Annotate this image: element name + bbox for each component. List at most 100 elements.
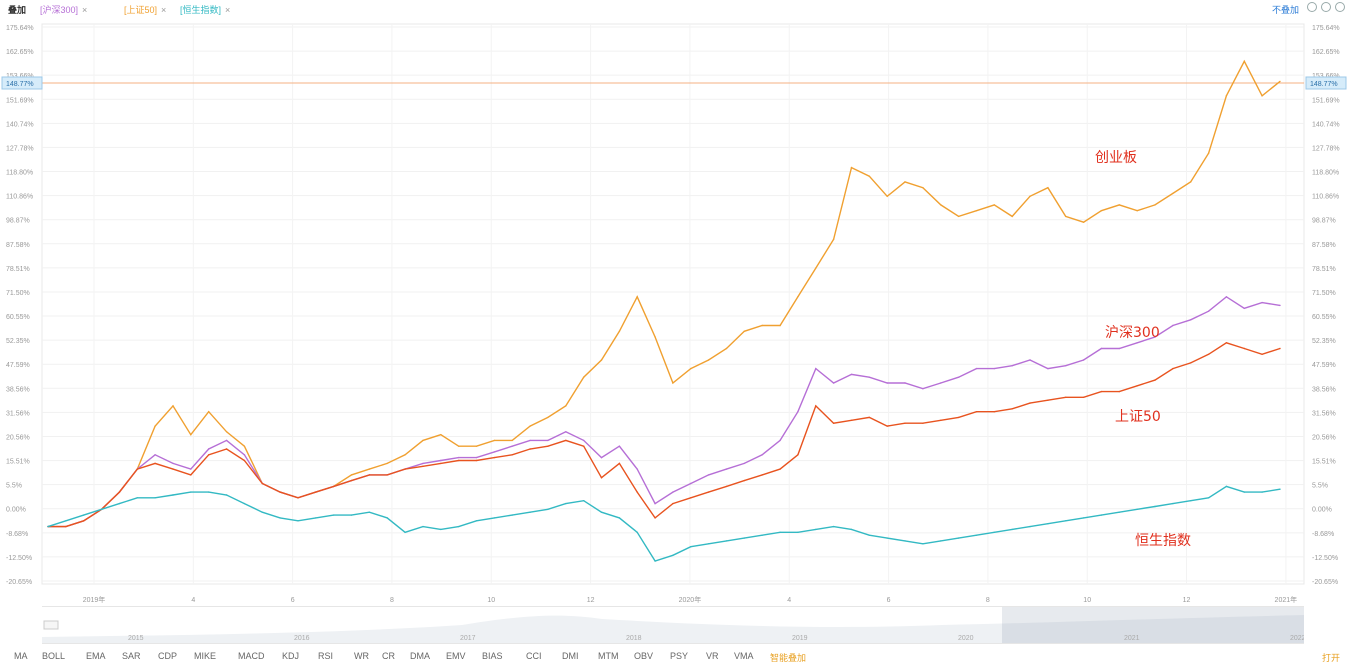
indicator-rsi[interactable]: RSI — [318, 651, 334, 661]
data-point — [618, 462, 621, 465]
data-point — [654, 517, 656, 519]
data-point — [1136, 210, 1138, 212]
data-point — [404, 468, 406, 470]
data-point — [1225, 485, 1228, 488]
data-point — [1047, 187, 1049, 189]
comparison-chart[interactable]: 175.64%175.64%162.65%162.65%153.66%153.6… — [0, 0, 1350, 646]
y-tick-label-left: 71.50% — [6, 290, 30, 297]
compare-item-hsi[interactable]: [恒生指数] × — [180, 5, 231, 15]
y-tick-label-left: -20.65% — [6, 579, 32, 586]
data-point — [797, 531, 799, 533]
x-tick-label: 12 — [587, 597, 595, 604]
data-point — [993, 204, 995, 206]
data-point — [368, 511, 371, 513]
indicator-dma[interactable]: DMA — [410, 651, 430, 661]
y-tick-label-left: 31.56% — [6, 410, 30, 417]
x-tick-label: 8 — [986, 597, 990, 604]
data-point — [1100, 347, 1103, 350]
indicator-vma[interactable]: VMA — [734, 651, 754, 661]
indicator-smart-overlay[interactable]: 智能叠加 — [770, 653, 807, 663]
data-point — [904, 422, 906, 424]
data-point — [940, 382, 942, 384]
navigator-area[interactable]: 2015 2016 2017 2018 2019 2020 2021 2022 — [42, 607, 1306, 643]
indicator-wr[interactable]: WR — [354, 651, 369, 661]
open-button[interactable]: 打开 — [1322, 653, 1341, 663]
data-point — [1243, 307, 1246, 309]
data-point — [636, 468, 638, 470]
data-point — [529, 439, 531, 442]
indicator-cr[interactable]: CR — [382, 651, 395, 661]
indicator-psy[interactable]: PSY — [670, 651, 689, 661]
data-point — [672, 491, 674, 493]
close-icon[interactable]: × — [161, 5, 167, 15]
data-point — [386, 462, 388, 465]
data-point — [1082, 396, 1085, 398]
indicator-ma[interactable]: MA — [14, 651, 28, 661]
indicator-emv[interactable]: EMV — [446, 651, 466, 661]
close-icon[interactable]: × — [225, 5, 231, 15]
indicator-cci[interactable]: CCI — [526, 651, 542, 661]
data-point — [225, 439, 228, 442]
data-point — [904, 382, 906, 384]
indicator-mtm[interactable]: MTM — [598, 651, 619, 661]
indicator-bias[interactable]: BIAS — [482, 651, 503, 661]
data-point — [511, 439, 513, 442]
indicator-mike[interactable]: MIKE — [194, 651, 217, 661]
data-point — [1029, 359, 1031, 361]
y-tick-label-left: -8.68% — [6, 531, 28, 538]
x-tick-label: 2021年 — [1275, 595, 1298, 604]
x-tick-label: 4 — [191, 597, 195, 604]
data-point — [315, 517, 317, 519]
overlay-label[interactable]: 叠加 — [8, 5, 27, 15]
undo-icon[interactable] — [1307, 2, 1317, 12]
indicator-boll[interactable]: BOLL — [42, 651, 66, 661]
data-point — [975, 534, 978, 536]
data-point — [529, 511, 531, 513]
data-point — [957, 215, 960, 218]
y-tick-label-right: 15.51% — [1312, 459, 1336, 466]
data-point — [922, 422, 924, 424]
data-point — [1172, 502, 1174, 505]
data-point — [1154, 505, 1156, 508]
data-point — [1118, 390, 1121, 393]
data-point — [368, 474, 371, 476]
indicator-cdp[interactable]: CDP — [158, 651, 178, 661]
compare-item-hs300[interactable]: [沪深300] × — [40, 5, 88, 15]
data-point — [922, 543, 924, 545]
data-point — [600, 477, 603, 479]
y-tick-label-right: 31.56% — [1312, 410, 1336, 417]
fullscreen-icon[interactable] — [1335, 2, 1345, 12]
data-point — [529, 425, 531, 427]
compare-item-sz50[interactable]: [上证50] × — [124, 5, 167, 15]
data-point — [1261, 301, 1263, 304]
data-point — [743, 330, 745, 332]
data-point — [333, 485, 335, 488]
data-point — [1029, 402, 1031, 404]
indicator-sar[interactable]: SAR — [122, 651, 141, 661]
data-point — [725, 540, 728, 542]
close-icon[interactable]: × — [82, 5, 88, 15]
indicator-kdj[interactable]: KDJ — [282, 651, 300, 661]
data-point — [172, 462, 174, 465]
data-point — [618, 330, 621, 332]
no-overlay-button[interactable]: 不叠加 — [1272, 5, 1300, 15]
indicator-vr[interactable]: VR — [706, 651, 719, 661]
series-annotation: 上证50 — [1115, 409, 1161, 425]
indicator-obv[interactable]: OBV — [634, 651, 654, 661]
settings-icon[interactable] — [1321, 2, 1331, 12]
data-point — [1261, 95, 1263, 97]
data-point — [707, 543, 710, 545]
data-point — [208, 411, 210, 413]
y-tick-label-left: 60.55% — [6, 314, 30, 321]
data-point — [261, 482, 263, 485]
indicator-ema[interactable]: EMA — [86, 651, 106, 661]
y-tick-label-left: 140.74% — [6, 121, 34, 128]
indicator-macd[interactable]: MACD — [238, 651, 265, 661]
data-point — [1047, 367, 1049, 370]
data-point — [458, 459, 460, 462]
y-tick-label-right: -8.68% — [1312, 531, 1334, 538]
navigator-strip[interactable]: 2015 2016 2017 2018 2019 2020 2021 2022 — [42, 606, 1306, 644]
indicator-dmi[interactable]: DMI — [562, 651, 579, 661]
y-tick-label-right: 151.69% — [1312, 97, 1340, 104]
data-point — [350, 514, 353, 516]
